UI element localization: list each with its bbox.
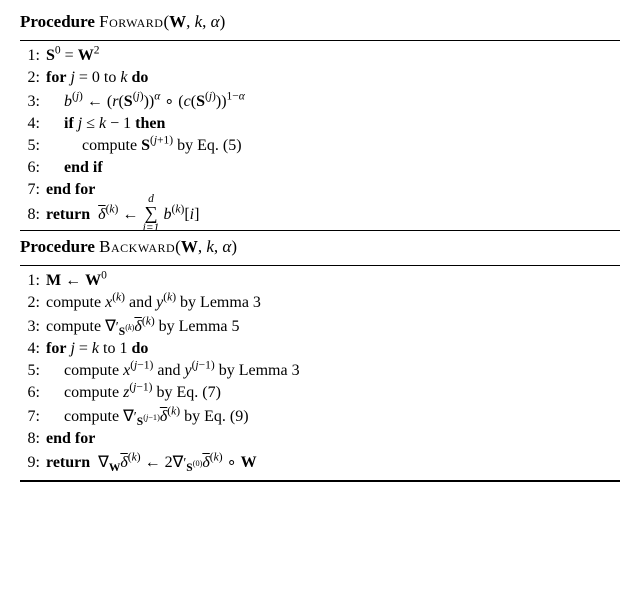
proc-keyword: Procedure: [20, 12, 95, 31]
line-number: 7:: [20, 181, 46, 199]
line-statement: b(j) ← (r(S(j)))α ∘ (c(S(j)))1−α: [46, 91, 620, 111]
line-statement: M ← W0: [46, 272, 620, 290]
proc-name: Backward: [99, 237, 175, 256]
algo-line: 7:compute ∇′S(j−1)δ(k) by Eq. (9): [20, 404, 620, 428]
algo-line: 5:compute x(j−1) and y(j−1) by Lemma 3: [20, 360, 620, 382]
algo-line: 8:end for: [20, 428, 620, 450]
line-number: 8:: [20, 430, 46, 448]
line-number: 2:: [20, 294, 46, 312]
algo-line: 4:if j ≤ k − 1 then: [20, 113, 620, 135]
line-statement: compute x(j−1) and y(j−1) by Lemma 3: [46, 362, 620, 380]
forward-header: Procedure Forward(W, k, α): [20, 10, 620, 36]
proc-name: Forward: [99, 12, 163, 31]
algo-line: 1:S0 = W2: [20, 45, 620, 67]
line-statement: end if: [46, 159, 620, 177]
line-statement: for j = 0 to k do: [46, 69, 620, 87]
line-number: 1:: [20, 47, 46, 65]
line-statement: return δ(k) ← ∑di=1 b(k)[i]: [46, 203, 620, 224]
line-statement: compute ∇′S(j−1)δ(k) by Eq. (9): [46, 406, 620, 426]
algo-line: 4:for j = k to 1 do: [20, 338, 620, 360]
proc-keyword: Procedure: [20, 237, 95, 256]
algo-line: 7:end for: [20, 179, 620, 201]
line-statement: compute ∇′S(k)δ(k) by Lemma 5: [46, 316, 620, 336]
algo-line: 6:compute z(j−1) by Eq. (7): [20, 382, 620, 404]
proc-args: (W, k, α): [163, 12, 225, 31]
line-statement: return ∇Wδ(k) ← 2∇′S(0)δ(k) ∘ W: [46, 452, 620, 472]
forward-lines: 1:S0 = W22:for j = 0 to k do3:b(j) ← (r(…: [20, 45, 620, 226]
proc-args: (W, k, α): [175, 237, 237, 256]
rule: [20, 265, 620, 266]
rule-bottom: [20, 480, 620, 482]
algo-line: 1:M ← W0: [20, 270, 620, 292]
backward-procedure: Procedure Backward(W, k, α) 1:M ← W02:co…: [20, 235, 620, 474]
line-number: 3:: [20, 93, 46, 111]
rule: [20, 40, 620, 41]
algo-line: 5:compute S(j+1) by Eq. (5): [20, 135, 620, 157]
algo-line: 8:return δ(k) ← ∑di=1 b(k)[i]: [20, 201, 620, 226]
line-statement: compute S(j+1) by Eq. (5): [46, 137, 620, 155]
line-number: 9:: [20, 454, 46, 472]
forward-procedure: Procedure Forward(W, k, α) 1:S0 = W22:fo…: [20, 10, 620, 226]
line-number: 8:: [20, 206, 46, 224]
line-statement: compute x(k) and y(k) by Lemma 3: [46, 294, 620, 312]
line-number: 1:: [20, 272, 46, 290]
line-statement: S0 = W2: [46, 47, 620, 65]
line-number: 2:: [20, 69, 46, 87]
algo-line: 2:compute x(k) and y(k) by Lemma 3: [20, 292, 620, 314]
line-number: 6:: [20, 384, 46, 402]
line-number: 4:: [20, 115, 46, 133]
line-statement: end for: [46, 181, 620, 199]
line-statement: for j = k to 1 do: [46, 340, 620, 358]
line-statement: compute z(j−1) by Eq. (7): [46, 384, 620, 402]
line-number: 6:: [20, 159, 46, 177]
backward-header: Procedure Backward(W, k, α): [20, 235, 620, 261]
algo-line: 6:end if: [20, 157, 620, 179]
line-statement: end for: [46, 430, 620, 448]
algo-line: 2:for j = 0 to k do: [20, 67, 620, 89]
algo-line: 3:compute ∇′S(k)δ(k) by Lemma 5: [20, 314, 620, 338]
line-number: 4:: [20, 340, 46, 358]
line-number: 7:: [20, 408, 46, 426]
rule-divider: [20, 230, 620, 231]
algo-line: 3:b(j) ← (r(S(j)))α ∘ (c(S(j)))1−α: [20, 89, 620, 113]
line-number: 3:: [20, 318, 46, 336]
algo-line: 9:return ∇Wδ(k) ← 2∇′S(0)δ(k) ∘ W: [20, 450, 620, 474]
backward-lines: 1:M ← W02:compute x(k) and y(k) by Lemma…: [20, 270, 620, 474]
line-number: 5:: [20, 137, 46, 155]
line-number: 5:: [20, 362, 46, 380]
line-statement: if j ≤ k − 1 then: [46, 115, 620, 133]
